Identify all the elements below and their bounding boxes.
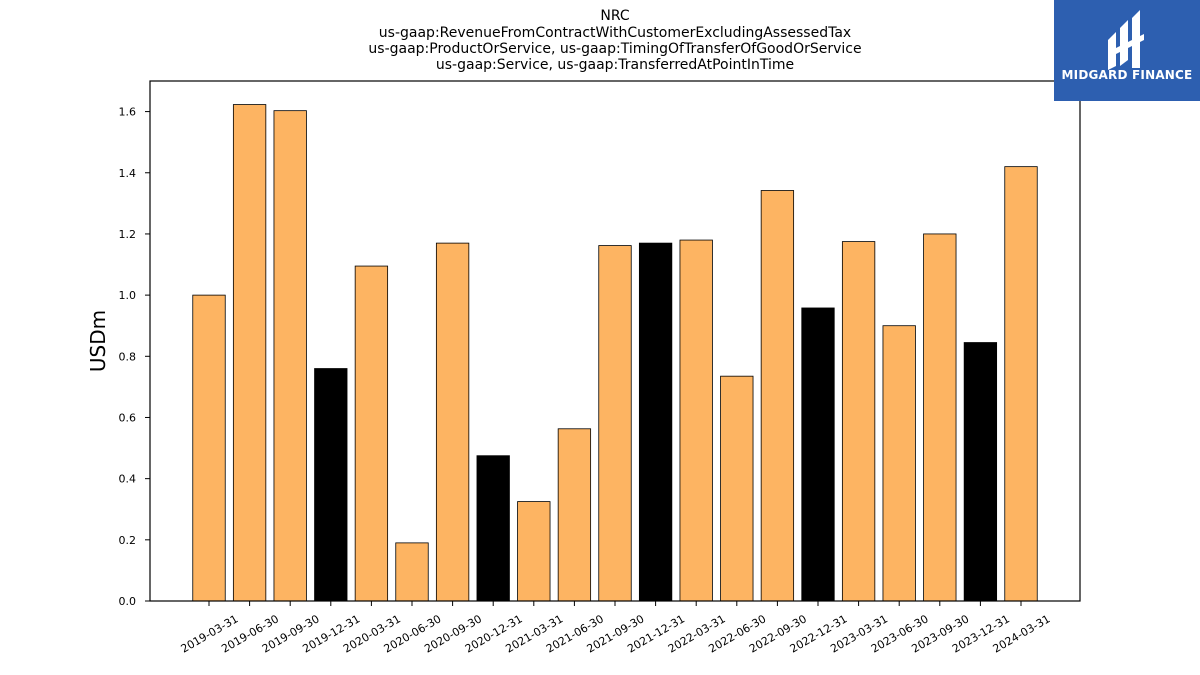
midgard-logo-icon bbox=[1108, 10, 1144, 70]
bar-2023-06-30 bbox=[882, 325, 916, 602]
bar-2020-09-30 bbox=[435, 242, 470, 602]
title-line-1: NRC bbox=[600, 8, 630, 24]
bar-2022-12-31 bbox=[801, 307, 835, 602]
logo-text: MIDGARD FINANCE bbox=[1061, 68, 1193, 82]
bar-2020-12-31 bbox=[476, 455, 510, 602]
bar-2024-03-31 bbox=[1004, 166, 1038, 602]
y-axis-label: USDm bbox=[86, 310, 110, 372]
bar-2019-09-30 bbox=[273, 110, 307, 602]
midgard-finance-logo: MIDGARD FINANCE bbox=[1054, 0, 1200, 101]
bar-2022-06-30 bbox=[720, 375, 754, 602]
y-tick-label: 1.4 bbox=[119, 167, 137, 180]
y-tick-label: 0.6 bbox=[119, 411, 137, 424]
bar-2021-03-31 bbox=[517, 501, 551, 602]
bar-2019-06-30 bbox=[232, 104, 267, 602]
y-tick-label: 1.2 bbox=[119, 228, 137, 241]
y-tick-label: 0.2 bbox=[119, 534, 137, 547]
bar-2020-03-31 bbox=[354, 265, 389, 602]
title-line-4: us-gaap:Service, us-gaap:TransferredAtPo… bbox=[436, 57, 794, 73]
plot-frame bbox=[149, 80, 1081, 602]
bar-2023-09-30 bbox=[923, 233, 957, 602]
y-tick-label: 0.8 bbox=[119, 350, 137, 363]
bar-2021-09-30 bbox=[598, 245, 632, 602]
x-axis-ticks: 2019-03-312019-06-302019-09-302019-12-31… bbox=[179, 601, 1053, 656]
bar-2020-06-30 bbox=[395, 542, 429, 602]
y-tick-label: 1.6 bbox=[119, 106, 137, 119]
chart-title: NRC us-gaap:RevenueFromContractWithCusto… bbox=[368, 8, 861, 73]
y-tick-label: 1.0 bbox=[119, 289, 137, 302]
bar-2023-03-31 bbox=[841, 241, 876, 602]
bars bbox=[192, 104, 1038, 602]
bar-2023-12-31 bbox=[963, 342, 998, 602]
bar-2019-12-31 bbox=[314, 368, 348, 602]
title-line-2: us-gaap:RevenueFromContractWithCustomerE… bbox=[379, 25, 851, 41]
bar-2021-12-31 bbox=[638, 242, 673, 602]
title-line-3: us-gaap:ProductOrService, us-gaap:Timing… bbox=[368, 41, 861, 57]
bar-2019-03-31 bbox=[192, 294, 226, 602]
y-tick-label: 0.0 bbox=[119, 595, 137, 608]
y-tick-label: 0.4 bbox=[119, 473, 137, 486]
bar-2022-03-31 bbox=[679, 239, 713, 602]
bar-2021-06-30 bbox=[557, 428, 592, 602]
bar-2022-09-30 bbox=[760, 190, 795, 602]
y-axis-ticks: 0.0 0.2 0.4 0.6 0.8 1.0 1.2 1.4 1.6 bbox=[119, 106, 150, 608]
